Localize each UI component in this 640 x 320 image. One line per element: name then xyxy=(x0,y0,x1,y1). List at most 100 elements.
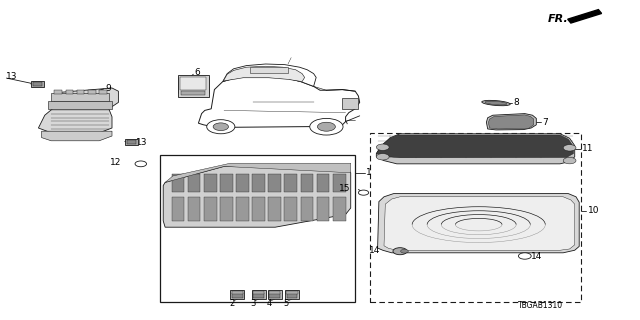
Bar xyxy=(88,90,96,94)
Bar xyxy=(370,133,581,302)
Circle shape xyxy=(358,190,369,195)
Bar xyxy=(333,197,346,221)
Bar xyxy=(172,197,184,221)
Bar xyxy=(317,197,330,221)
Bar xyxy=(66,90,73,94)
Polygon shape xyxy=(198,77,360,127)
Polygon shape xyxy=(378,194,579,253)
Polygon shape xyxy=(38,88,118,133)
Text: 13: 13 xyxy=(6,72,18,81)
Bar xyxy=(284,174,297,192)
Bar xyxy=(333,174,346,192)
Text: 9: 9 xyxy=(105,84,111,93)
Bar xyxy=(268,197,281,221)
Text: 14: 14 xyxy=(531,252,543,261)
Bar xyxy=(33,82,42,86)
Circle shape xyxy=(135,161,147,167)
Bar xyxy=(236,174,249,192)
Circle shape xyxy=(207,120,235,134)
Circle shape xyxy=(376,154,389,160)
Bar xyxy=(236,197,249,221)
Text: 13: 13 xyxy=(136,138,147,147)
Bar xyxy=(287,293,297,298)
Text: 15: 15 xyxy=(339,184,351,193)
Bar xyxy=(188,197,200,221)
Polygon shape xyxy=(384,197,575,250)
Bar xyxy=(252,174,265,192)
Text: 3: 3 xyxy=(250,299,255,308)
Text: 1: 1 xyxy=(366,168,372,177)
Bar xyxy=(268,174,281,192)
Bar xyxy=(286,291,298,294)
Bar xyxy=(253,293,264,298)
Bar xyxy=(317,174,330,192)
Bar xyxy=(252,197,265,221)
Bar xyxy=(181,91,205,95)
Circle shape xyxy=(213,123,228,131)
Circle shape xyxy=(376,144,389,150)
Polygon shape xyxy=(165,163,351,182)
Ellipse shape xyxy=(485,101,507,105)
Polygon shape xyxy=(223,66,305,82)
Bar xyxy=(269,293,280,298)
Text: 11: 11 xyxy=(582,144,594,153)
Bar xyxy=(160,155,355,302)
Polygon shape xyxy=(376,134,575,164)
Text: 14: 14 xyxy=(369,246,381,255)
Text: 6: 6 xyxy=(195,68,200,77)
Circle shape xyxy=(563,145,576,151)
Bar xyxy=(48,101,112,109)
Polygon shape xyxy=(488,115,534,129)
Circle shape xyxy=(310,118,343,135)
Bar xyxy=(250,67,288,73)
Bar xyxy=(252,290,266,299)
Polygon shape xyxy=(376,135,573,158)
Text: FR.: FR. xyxy=(548,14,568,24)
Bar xyxy=(77,90,84,94)
Bar xyxy=(220,174,233,192)
Bar xyxy=(127,140,136,144)
Text: 7: 7 xyxy=(542,118,548,127)
Text: 8: 8 xyxy=(513,98,519,107)
Bar xyxy=(178,75,209,97)
Bar xyxy=(285,290,299,299)
Bar xyxy=(31,81,44,87)
Bar xyxy=(268,290,282,299)
Bar xyxy=(125,139,138,145)
Bar xyxy=(54,90,62,94)
Bar xyxy=(51,93,109,101)
Polygon shape xyxy=(42,131,112,141)
Bar xyxy=(301,197,314,221)
Bar xyxy=(180,77,206,90)
Bar xyxy=(204,197,216,221)
Circle shape xyxy=(393,248,407,255)
Bar xyxy=(188,174,200,192)
Bar xyxy=(301,174,314,192)
Circle shape xyxy=(317,122,335,131)
Bar xyxy=(204,174,216,192)
Polygon shape xyxy=(486,114,536,130)
Polygon shape xyxy=(163,166,351,227)
Bar xyxy=(284,197,297,221)
Bar xyxy=(253,291,264,294)
Bar xyxy=(99,90,107,94)
Bar xyxy=(232,293,243,298)
Bar xyxy=(232,291,243,294)
Ellipse shape xyxy=(482,100,510,106)
Bar xyxy=(269,291,280,294)
Text: TBGAB1310: TBGAB1310 xyxy=(518,301,563,310)
Circle shape xyxy=(401,249,408,253)
Bar xyxy=(342,98,358,109)
Text: 5: 5 xyxy=(284,299,289,308)
Text: 2: 2 xyxy=(229,299,234,308)
Circle shape xyxy=(563,157,576,164)
Text: 12: 12 xyxy=(110,158,122,167)
Text: 10: 10 xyxy=(588,206,599,215)
Bar xyxy=(220,197,233,221)
Polygon shape xyxy=(223,64,316,86)
Circle shape xyxy=(518,253,531,259)
Polygon shape xyxy=(568,10,602,23)
Bar xyxy=(230,290,244,299)
Text: 4: 4 xyxy=(266,299,271,308)
Bar xyxy=(172,174,184,192)
